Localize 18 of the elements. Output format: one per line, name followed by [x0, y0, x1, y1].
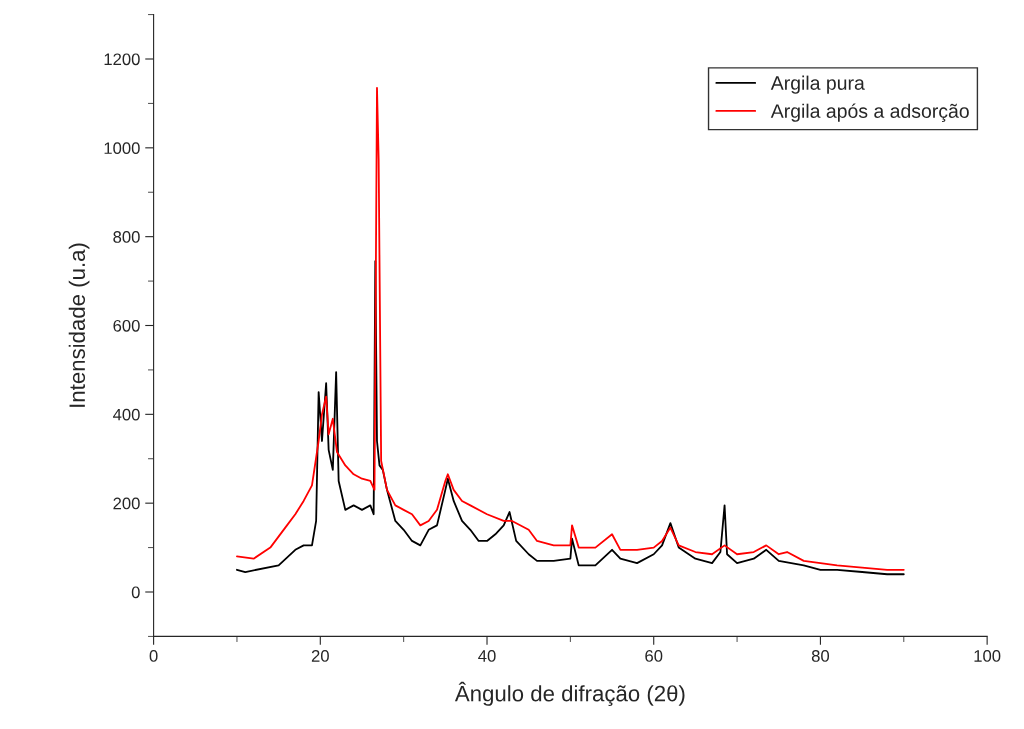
x-tick-label: 40 — [478, 650, 496, 662]
legend-label: Argila pura — [770, 75, 865, 94]
y-tick-label: 0 — [131, 586, 140, 599]
y-tick-label: 1200 — [104, 53, 140, 66]
x-tick-label: 100 — [974, 650, 1001, 662]
x-tick-label: 0 — [149, 650, 158, 662]
y-tick-label: 800 — [113, 231, 140, 243]
y-tick-label: 400 — [112, 408, 140, 421]
y-tick-label: 600 — [113, 319, 140, 332]
x-axis-title: Ângulo de difração (2θ) — [454, 681, 685, 706]
legend-label: Argila após a adsorção — [770, 103, 969, 122]
line-series — [236, 260, 905, 576]
y-axis-title: Intensidade (u.a) — [68, 243, 90, 407]
y-tick-label: 1000 — [104, 142, 140, 155]
x-tick-label: 80 — [811, 650, 830, 662]
x-tick-label: 20 — [311, 650, 329, 662]
x-tick-label: 60 — [645, 650, 663, 662]
y-tick-label: 200 — [113, 497, 140, 510]
